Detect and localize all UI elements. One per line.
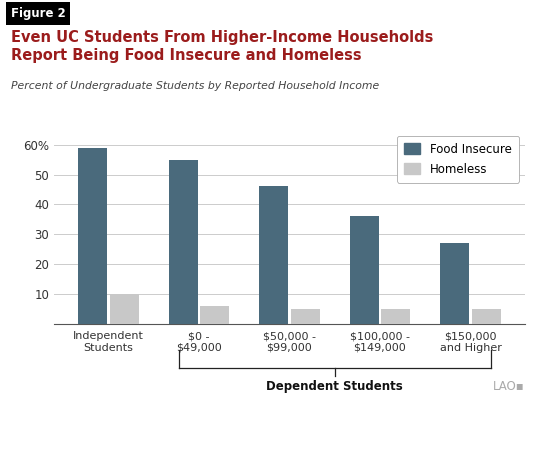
Text: LAO▪: LAO▪ (493, 380, 525, 393)
Text: Even UC Students From Higher-Income Households
Report Being Food Insecure and Ho: Even UC Students From Higher-Income Hous… (11, 30, 433, 63)
Bar (349, 216, 379, 324)
Bar (291, 309, 320, 324)
Bar (200, 306, 229, 324)
Legend: Food Insecure, Homeless: Food Insecure, Homeless (397, 136, 519, 183)
Bar (472, 309, 501, 324)
Bar (259, 187, 288, 324)
Bar (110, 294, 138, 324)
Bar (169, 160, 197, 324)
Text: Figure 2: Figure 2 (11, 7, 65, 20)
Bar (440, 244, 469, 324)
Text: Dependent Students: Dependent Students (266, 380, 403, 393)
Bar (78, 148, 107, 324)
Bar (381, 309, 410, 324)
Text: Percent of Undergraduate Students by Reported Household Income: Percent of Undergraduate Students by Rep… (11, 81, 379, 91)
